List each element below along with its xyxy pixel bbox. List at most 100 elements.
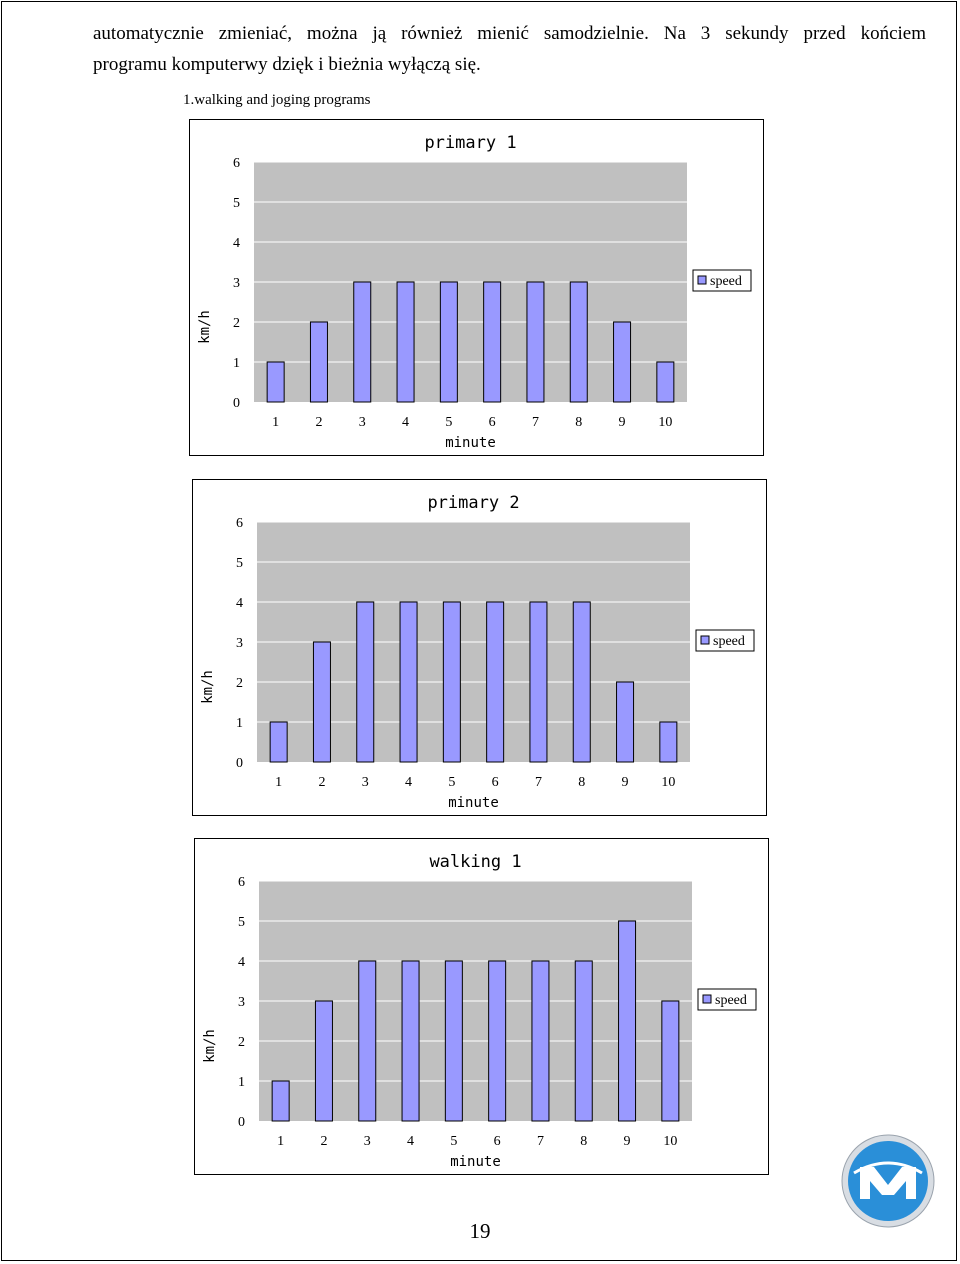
bar (267, 362, 284, 402)
x-tick-label: 1 (275, 775, 282, 790)
y-tick-label: 6 (236, 516, 243, 531)
x-tick-label: 8 (580, 1134, 587, 1149)
body-paragraph: automatycznie zmieniać, można ją również… (93, 18, 933, 80)
bar (313, 642, 330, 762)
bar (310, 322, 327, 402)
y-tick-label: 3 (236, 636, 243, 651)
y-tick-label: 5 (233, 196, 240, 211)
y-tick-label: 6 (238, 875, 245, 890)
bar (660, 722, 677, 762)
bar (440, 282, 457, 402)
x-tick-label: 1 (277, 1134, 284, 1149)
y-axis-label: km/h (200, 670, 216, 704)
y-tick-label: 1 (233, 356, 240, 371)
x-tick-label: 5 (448, 775, 455, 790)
x-tick-label: 4 (407, 1134, 414, 1149)
x-axis-label: minute (448, 795, 499, 811)
legend-swatch (703, 995, 711, 1003)
x-tick-label: 8 (578, 775, 585, 790)
legend-label: speed (715, 993, 747, 1008)
bar (354, 282, 371, 402)
bar (617, 682, 634, 762)
x-tick-label: 10 (658, 415, 672, 430)
x-tick-label: 6 (492, 775, 499, 790)
bar (530, 602, 547, 762)
x-axis-label: minute (450, 1154, 501, 1170)
bar (484, 282, 501, 402)
bar (614, 322, 631, 402)
legend-label: speed (713, 634, 745, 649)
y-tick-label: 0 (233, 396, 240, 411)
y-axis-label: km/h (197, 310, 213, 344)
m-logo-icon (840, 1133, 936, 1229)
y-axis-label: km/h (202, 1029, 218, 1063)
y-tick-label: 1 (238, 1075, 245, 1090)
bar (489, 961, 506, 1121)
x-tick-label: 10 (663, 1134, 677, 1149)
paragraph-line-2: programu komputerwy dzięk i bieżnia wyłą… (93, 49, 933, 80)
x-tick-label: 7 (535, 775, 542, 790)
x-tick-label: 5 (450, 1134, 457, 1149)
x-tick-label: 9 (622, 775, 629, 790)
chart-svg: 012345612345678910walking 1minutekm/hspe… (194, 838, 769, 1175)
bar (657, 362, 674, 402)
y-tick-label: 3 (233, 276, 240, 291)
paragraph-line-1: automatycznie zmieniać, można ją również… (93, 18, 926, 49)
x-tick-label: 10 (661, 775, 675, 790)
y-tick-label: 2 (233, 316, 240, 331)
x-tick-label: 9 (624, 1134, 631, 1149)
legend: speed (698, 989, 756, 1010)
y-tick-label: 4 (236, 596, 243, 611)
x-tick-label: 8 (575, 415, 582, 430)
bar (445, 961, 462, 1121)
y-tick-label: 5 (238, 915, 245, 930)
y-tick-label: 5 (236, 556, 243, 571)
x-tick-label: 2 (320, 1134, 327, 1149)
y-tick-label: 4 (238, 955, 245, 970)
bar (527, 282, 544, 402)
bar (397, 282, 414, 402)
x-tick-label: 4 (405, 775, 412, 790)
chart-walking-1: 012345612345678910walking 1minutekm/hspe… (194, 838, 769, 1175)
x-tick-label: 6 (494, 1134, 501, 1149)
y-tick-label: 6 (233, 156, 240, 171)
y-tick-label: 3 (238, 995, 245, 1010)
bar (662, 1001, 679, 1121)
bar (359, 961, 376, 1121)
legend-swatch (698, 276, 706, 284)
bar (570, 282, 587, 402)
bar (573, 602, 590, 762)
x-tick-label: 2 (315, 415, 322, 430)
chart-title: primary 2 (427, 493, 519, 513)
x-tick-label: 7 (532, 415, 539, 430)
legend: speed (696, 630, 754, 651)
x-tick-label: 2 (318, 775, 325, 790)
bar (270, 722, 287, 762)
y-tick-label: 1 (236, 716, 243, 731)
x-tick-label: 1 (272, 415, 279, 430)
y-tick-label: 2 (238, 1035, 245, 1050)
x-tick-label: 3 (364, 1134, 371, 1149)
y-tick-label: 0 (238, 1115, 245, 1130)
bar (443, 602, 460, 762)
bar (487, 602, 504, 762)
bar (272, 1081, 289, 1121)
x-tick-label: 4 (402, 415, 409, 430)
legend-label: speed (710, 274, 742, 289)
bar (357, 602, 374, 762)
x-tick-label: 9 (619, 415, 626, 430)
legend-swatch (701, 636, 709, 644)
chart-svg: 012345612345678910primary 1minutekm/hspe… (189, 119, 764, 456)
y-tick-label: 0 (236, 756, 243, 771)
chart-svg: 012345612345678910primary 2minutekm/hspe… (192, 479, 767, 816)
chart-primary-2: 012345612345678910primary 2minutekm/hspe… (192, 479, 767, 816)
bar (575, 961, 592, 1121)
x-tick-label: 3 (359, 415, 366, 430)
bar (400, 602, 417, 762)
bar (619, 921, 636, 1121)
bar (402, 961, 419, 1121)
chart-title: primary 1 (424, 133, 516, 153)
x-tick-label: 3 (362, 775, 369, 790)
page-number: 19 (0, 1219, 960, 1244)
x-tick-label: 7 (537, 1134, 544, 1149)
